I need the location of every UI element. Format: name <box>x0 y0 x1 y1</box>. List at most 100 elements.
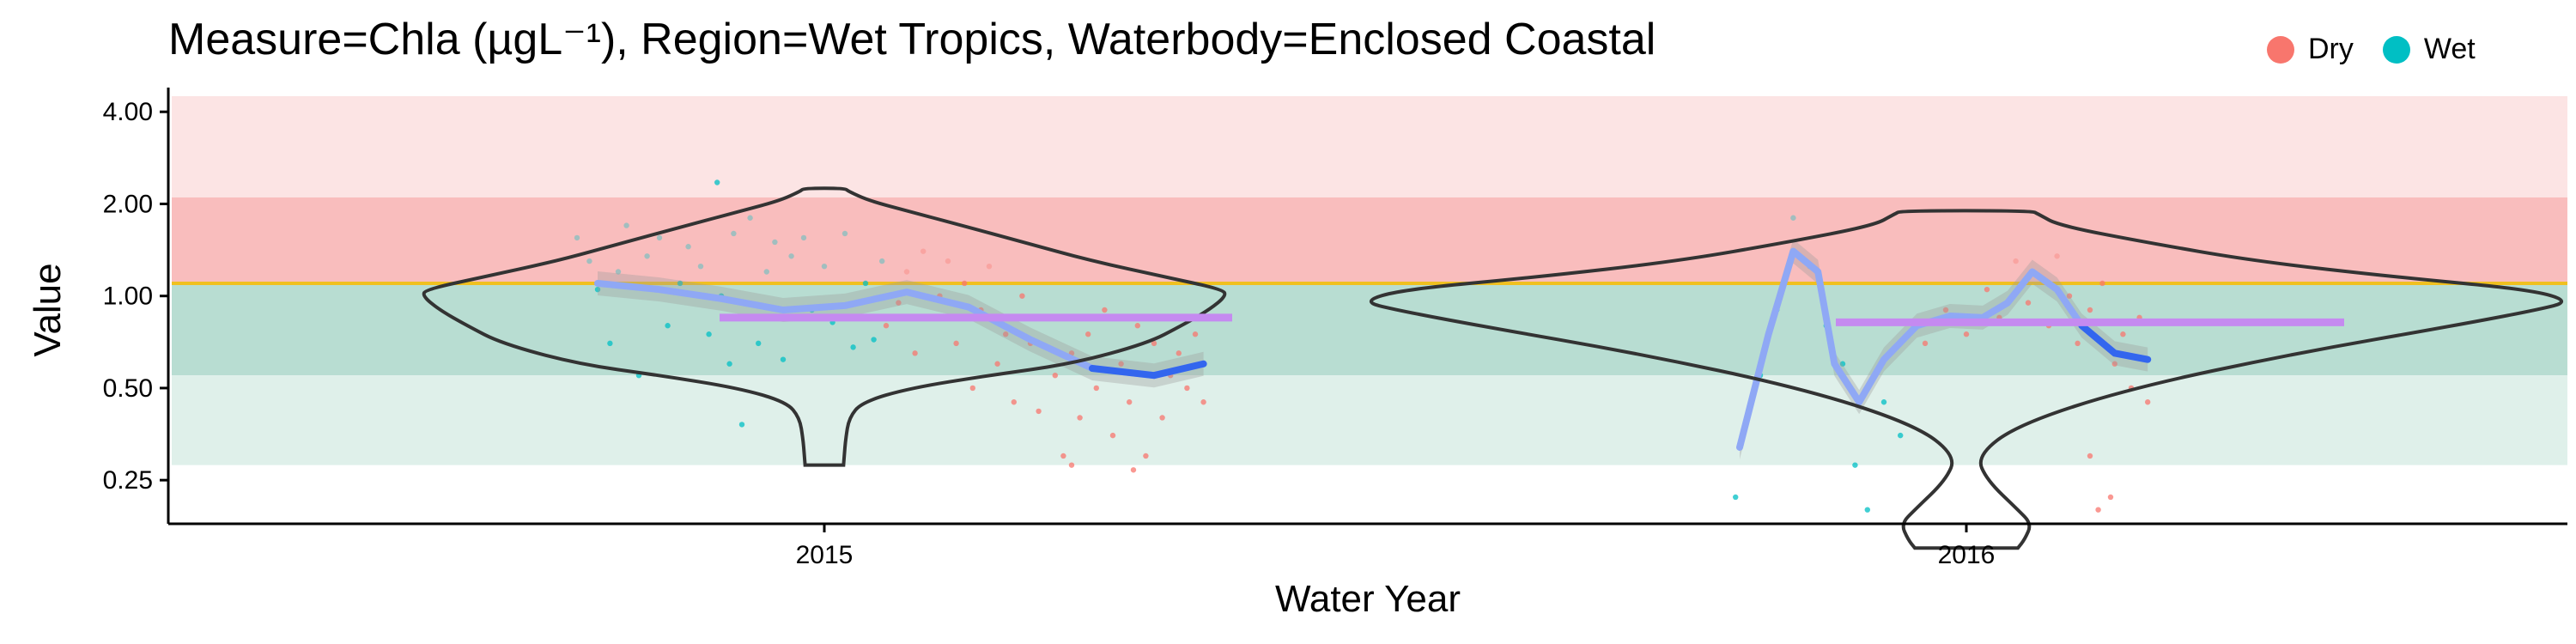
x-axis-title: Water Year <box>1275 578 1461 620</box>
point-2015-dry-10 <box>969 385 976 392</box>
x-tick-label-2016: 2016 <box>1938 541 1996 569</box>
legend: Dry Wet <box>2267 33 2505 66</box>
point-2015-wet-29 <box>841 230 848 237</box>
point-2015-dry-37 <box>1192 331 1199 337</box>
y-axis-title: Value <box>27 263 69 356</box>
point-2015-dry-9 <box>962 280 968 287</box>
point-2016-dry-6 <box>2025 300 2032 306</box>
violin-2015 <box>422 186 1227 467</box>
point-2015-dry-2 <box>903 269 910 275</box>
point-2015-dry-38 <box>1200 399 1206 405</box>
point-2015-wet-0 <box>574 234 580 241</box>
point-2015-dry-29 <box>1127 399 1133 405</box>
point-2015-dry-36 <box>1184 385 1190 392</box>
point-2016-dry-12 <box>2087 307 2093 313</box>
point-2015-dry-35 <box>1176 350 1182 356</box>
point-2016-dry-9 <box>2054 253 2060 259</box>
y-tick-label-4.00: 4.00 <box>103 98 153 126</box>
point-2015-dry-25 <box>1093 385 1100 392</box>
point-2015-wet-8 <box>656 234 663 241</box>
point-2016-wet-6 <box>1839 361 1846 367</box>
point-2015-wet-14 <box>714 179 720 185</box>
point-2016-dry-20 <box>2095 507 2101 513</box>
threshold-bands <box>172 96 2567 465</box>
point-2015-wet-16 <box>726 361 732 367</box>
point-2015-dry-31 <box>1143 453 1149 459</box>
point-2015-wet-10 <box>677 280 683 287</box>
point-2015-dry-16 <box>1019 293 1025 299</box>
point-2015-dry-18 <box>1036 408 1042 415</box>
point-2015-wet-32 <box>871 337 877 343</box>
point-2015-dry-13 <box>994 361 1000 367</box>
legend-key-wet <box>2382 35 2410 64</box>
legend-label-wet: Wet <box>2423 33 2476 65</box>
median-lines <box>720 313 2344 326</box>
point-2016-dry-15 <box>2120 331 2126 337</box>
point-2015-dry-7 <box>945 258 951 264</box>
point-2015-dry-32 <box>1151 340 1157 347</box>
legend-item-dry: Dry <box>2267 33 2354 66</box>
point-2015-dry-20 <box>1052 372 1059 379</box>
point-2015-dry-28 <box>1118 361 1124 367</box>
y-tick-label-1.00: 1.00 <box>103 283 153 311</box>
point-2015-wet-22 <box>772 239 778 246</box>
point-2015-wet-25 <box>800 234 807 241</box>
point-2015-wet-21 <box>763 269 769 275</box>
point-2016-wet-8 <box>1864 507 1870 513</box>
point-2015-wet-17 <box>731 230 737 237</box>
x-tick-label-2015: 2015 <box>796 541 854 569</box>
point-2015-dry-24 <box>1085 331 1091 337</box>
point-2016-dry-0 <box>1922 340 1929 347</box>
point-2015-wet-27 <box>821 263 828 270</box>
point-2015-dry-26 <box>1102 307 1108 313</box>
point-2016-wet-3 <box>1790 215 1796 221</box>
point-2016-wet-7 <box>1852 462 1858 468</box>
point-2016-dry-19 <box>2087 453 2093 459</box>
point-2015-wet-18 <box>738 422 745 428</box>
point-2015-dry-12 <box>986 263 993 270</box>
point-2016-dry-13 <box>2099 280 2105 287</box>
point-2015-dry-4 <box>920 248 927 254</box>
point-2015-wet-4 <box>615 269 622 275</box>
point-2016-dry-11 <box>2075 340 2081 347</box>
point-2015-dry-15 <box>1011 399 1018 405</box>
point-2015-dry-23 <box>1077 415 1083 421</box>
smooth-line-end-2015 <box>1089 360 1207 380</box>
point-2016-dry-5 <box>2013 258 2019 264</box>
point-2015-wet-1 <box>586 258 592 264</box>
point-2015-wet-23 <box>780 356 787 362</box>
point-2015-wet-31 <box>862 280 869 287</box>
point-2016-dry-14 <box>2111 361 2117 367</box>
point-2016-dry-10 <box>2066 293 2073 299</box>
axes: 0.25 0.50 1.00 2.00 4.00 2015 2016 <box>103 88 2567 569</box>
point-2015-dry-27 <box>1109 432 1116 439</box>
point-2015-wet-11 <box>685 244 691 250</box>
point-2015-wet-2 <box>594 286 601 293</box>
legend-label-dry: Dry <box>2308 33 2354 65</box>
point-2016-wet-10 <box>1898 432 1904 439</box>
y-tick-label-0.50: 0.50 <box>103 374 153 403</box>
point-2015-wet-30 <box>850 344 856 350</box>
point-2015-wet-20 <box>756 340 762 347</box>
point-2016-wet-0 <box>1733 494 1739 501</box>
point-2015-dry-8 <box>953 340 959 347</box>
point-2016-dry-3 <box>1984 286 1990 293</box>
chart-title: Measure=Chla (µgL⁻¹), Region=Wet Tropics… <box>168 15 1656 64</box>
point-2015-dry-30 <box>1134 323 1141 329</box>
point-2016-dry-18 <box>2145 399 2151 405</box>
band-0 <box>172 96 2567 197</box>
point-2015-dry-33 <box>1159 415 1165 421</box>
point-2015-wet-19 <box>747 215 753 221</box>
point-2015-wet-12 <box>697 263 704 270</box>
legend-item-wet: Wet <box>2382 33 2476 66</box>
smooth-line-end-2016 <box>2078 322 2152 363</box>
point-2015-wet-33 <box>878 258 885 264</box>
point-2015-dry-14 <box>1003 331 1009 337</box>
y-tick-label-2.00: 2.00 <box>103 190 153 218</box>
point-2016-dry-1 <box>1942 307 1949 313</box>
point-2015-wet-9 <box>665 323 671 329</box>
point-2015-dry-1 <box>896 300 902 306</box>
band-3 <box>172 375 2567 465</box>
point-2015-dry-41 <box>1130 467 1137 473</box>
